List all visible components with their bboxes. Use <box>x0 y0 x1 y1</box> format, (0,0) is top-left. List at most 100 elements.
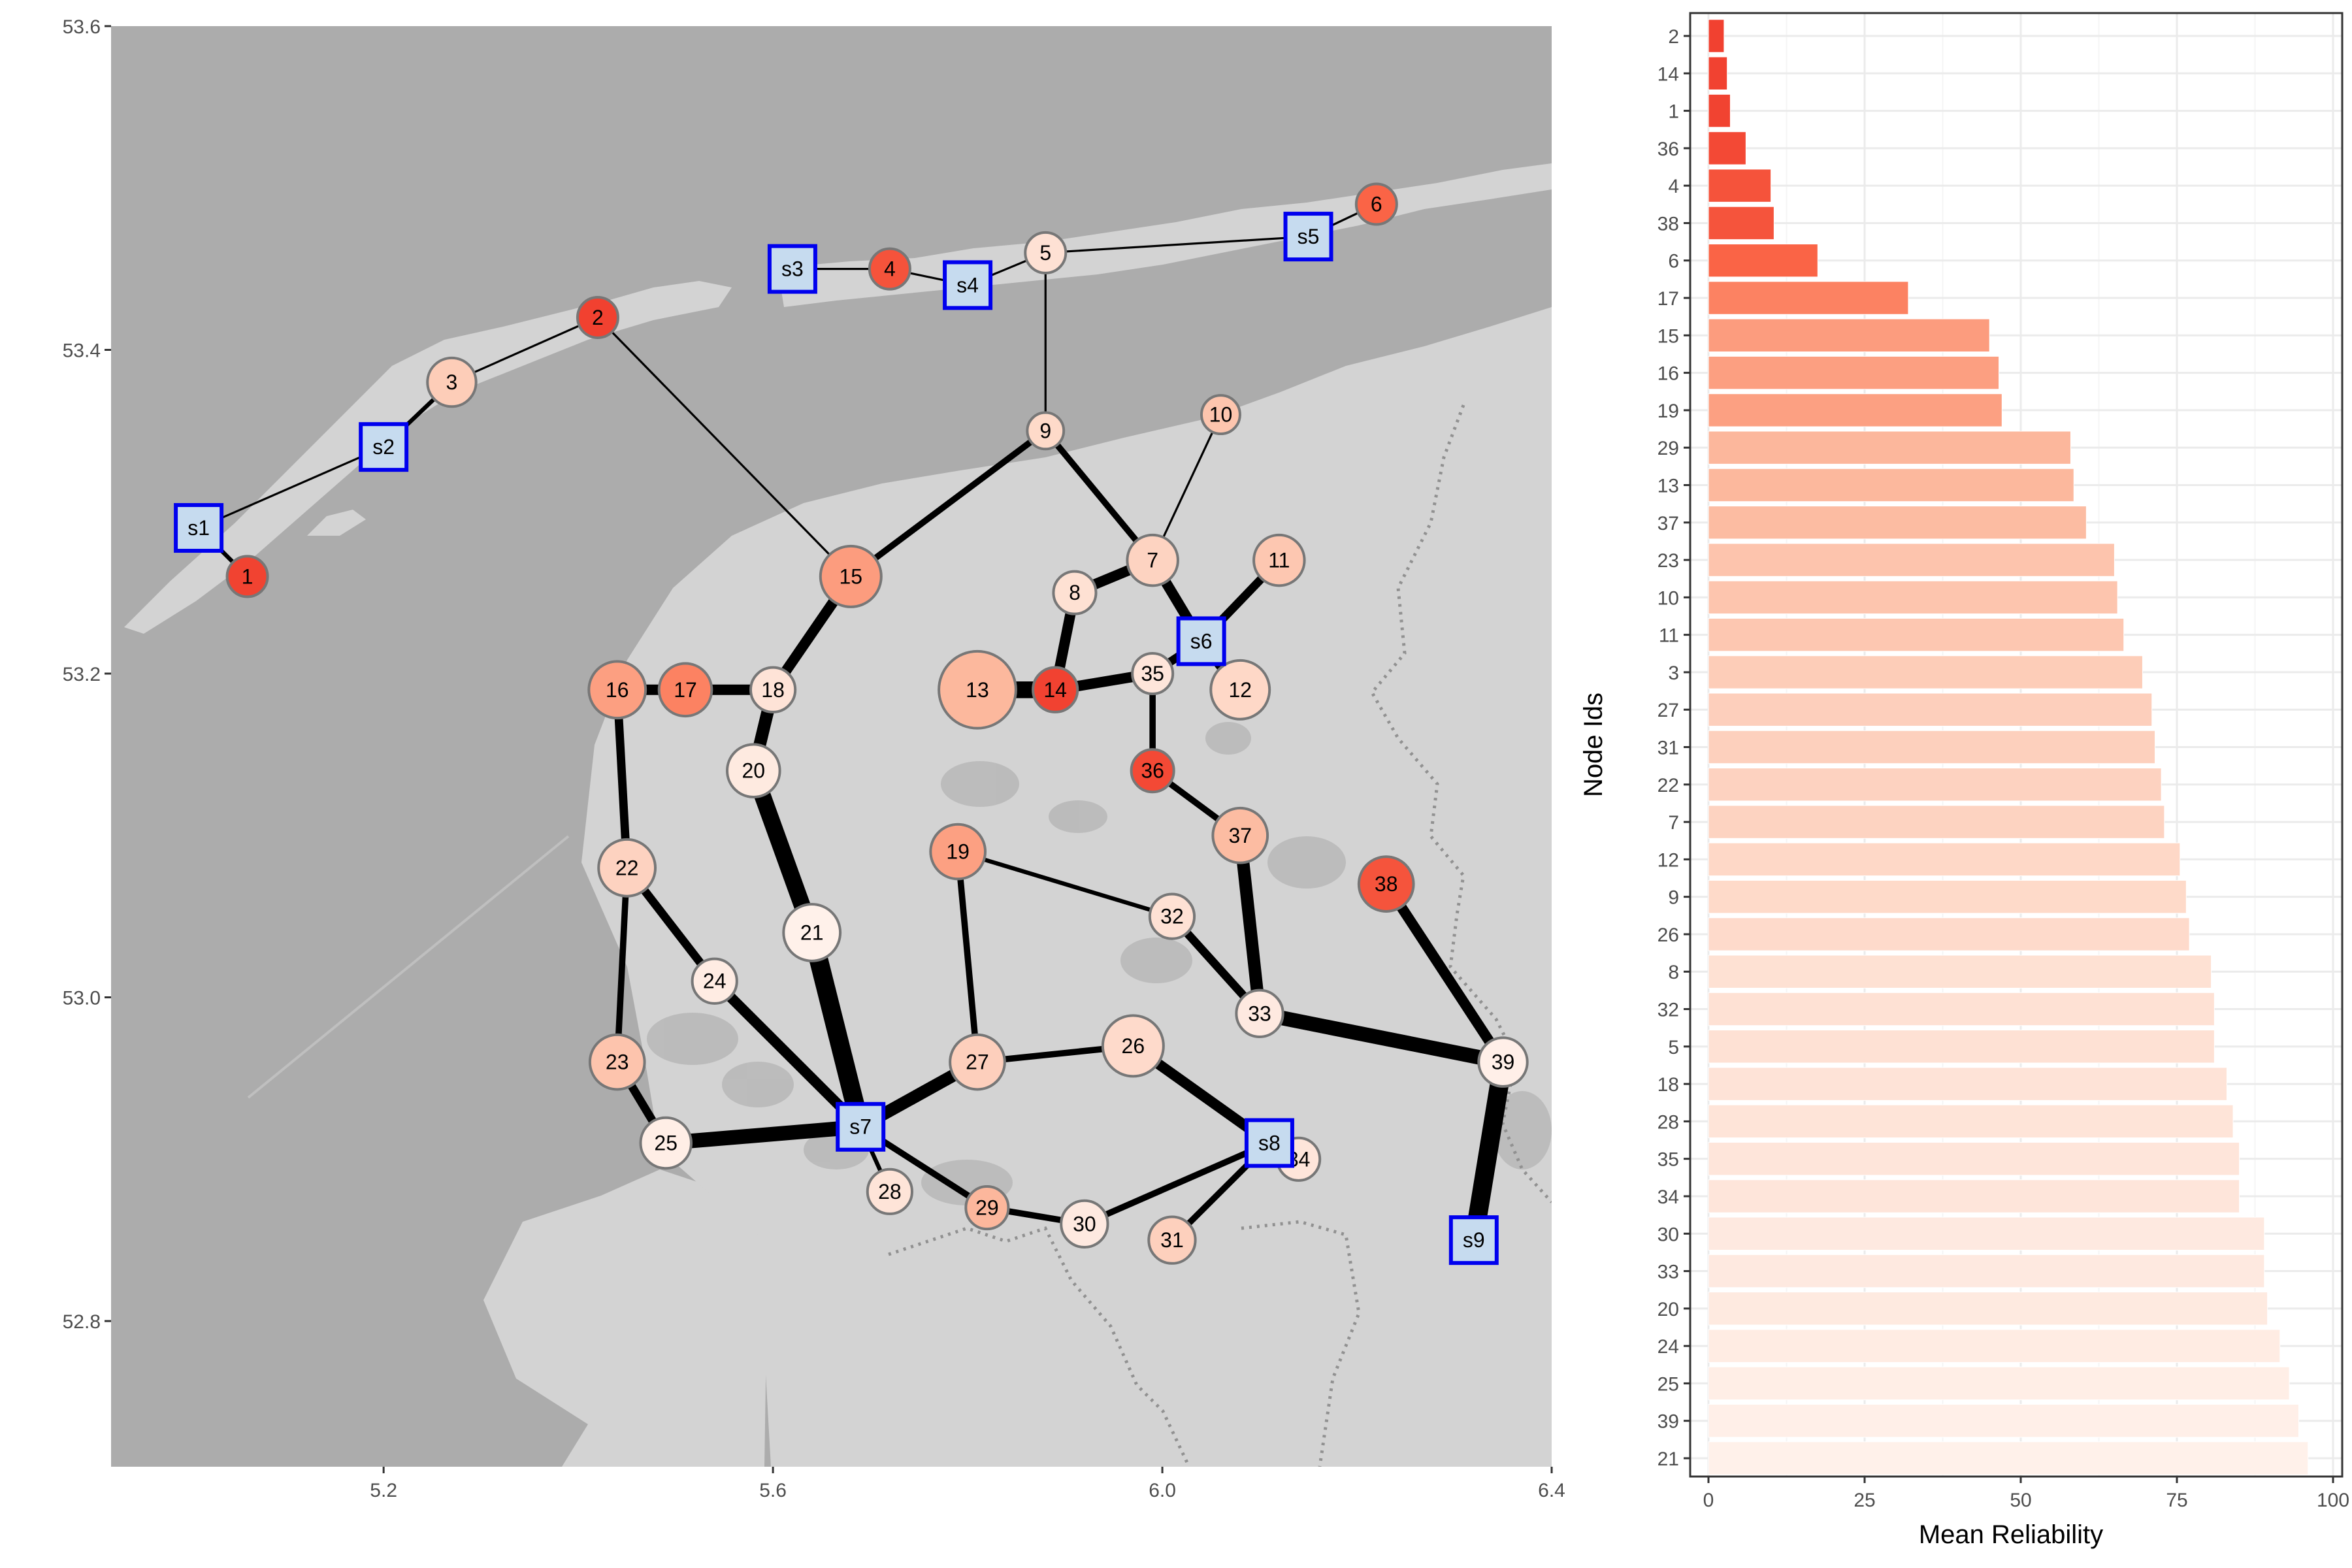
bar-panel-border <box>1689 12 2344 1478</box>
bar-y-axis-title: Node Ids <box>1579 693 1608 797</box>
bar-38 <box>1708 206 1774 240</box>
bar-y-tick-label: 24 <box>1658 1336 1679 1358</box>
bar-y-tick-label: 30 <box>1658 1224 1679 1245</box>
node-label: 17 <box>674 678 697 702</box>
bar-y-tick-label: 28 <box>1658 1111 1679 1133</box>
edge-5-s5 <box>1045 235 1309 254</box>
bar-x-tick-label: 100 <box>2317 1490 2349 1511</box>
station-s7: s7 <box>836 1102 886 1152</box>
node-marker <box>866 1168 913 1215</box>
bar-31 <box>1708 730 2156 764</box>
bar-y-tick-label: 11 <box>1659 625 1679 647</box>
bar-y-tick-label: 12 <box>1658 849 1679 871</box>
node-marker <box>225 555 269 598</box>
bar-28 <box>1708 1104 2234 1139</box>
bar-y-tick-label: 19 <box>1658 400 1679 422</box>
node-label: 6 <box>1371 193 1382 216</box>
edge-s1-s2 <box>198 446 384 529</box>
bar-36 <box>1708 131 1746 165</box>
bar-y-tick-label: 27 <box>1658 700 1679 721</box>
node-label: s1 <box>188 516 210 540</box>
node-label: 24 <box>703 970 727 993</box>
node-label: 14 <box>1043 678 1067 702</box>
station-marker <box>1448 1215 1499 1266</box>
node-label: 13 <box>966 678 989 702</box>
node-5: 5 <box>1024 231 1068 274</box>
node-marker <box>588 1033 646 1091</box>
node-marker <box>868 247 911 291</box>
node-label: 21 <box>800 921 824 944</box>
bar-12 <box>1708 842 2181 877</box>
map-x-tick-label: 6.0 <box>1149 1480 1176 1501</box>
node-marker <box>587 660 647 720</box>
bar-15 <box>1708 318 1990 353</box>
node-label: 16 <box>606 678 629 702</box>
node-33: 33 <box>1235 988 1284 1038</box>
edge-19-32 <box>957 849 1173 919</box>
node-label: s9 <box>1463 1228 1485 1252</box>
station-s3: s3 <box>767 244 817 294</box>
bar-panel: 2 14 1 36 4 38 6 17 15 16 19 29 13 37 23 10 11 3 27 31 22 7 12… <box>1579 12 2349 1549</box>
bar-x-tick-label: 25 <box>1854 1490 1875 1511</box>
bar-y-tick-label: 16 <box>1658 363 1679 385</box>
node-label: 9 <box>1039 419 1051 442</box>
node-label: 28 <box>878 1180 902 1203</box>
node-marker <box>1147 1215 1197 1265</box>
node-marker <box>749 666 797 713</box>
node-label: 29 <box>975 1196 999 1220</box>
node-label: 37 <box>1228 824 1252 847</box>
node-marker <box>1357 855 1415 913</box>
node-marker <box>1200 394 1241 436</box>
node-16: 16 <box>587 660 647 720</box>
node-marker <box>819 544 883 608</box>
node-label: 3 <box>446 370 458 394</box>
node-27: 27 <box>949 1033 1006 1091</box>
node-38: 38 <box>1357 855 1415 913</box>
node-label: 8 <box>1069 581 1081 604</box>
node-1: 1 <box>225 555 269 598</box>
map-x-tick-label: 6.4 <box>1538 1480 1565 1501</box>
bar-22 <box>1708 768 2162 802</box>
bar-8 <box>1708 955 2212 988</box>
node-label: s3 <box>781 257 804 281</box>
node-label: 23 <box>606 1051 629 1074</box>
node-marker <box>1148 892 1196 940</box>
bar-y-tick-label: 39 <box>1658 1411 1679 1433</box>
node-label: 33 <box>1248 1002 1271 1025</box>
edge-25-s7 <box>665 1119 862 1151</box>
edge-22-23 <box>613 868 630 1062</box>
station-s9: s9 <box>1448 1215 1499 1266</box>
bar-39 <box>1708 1404 2299 1438</box>
bar-y-tick-label: 32 <box>1658 1000 1679 1021</box>
island-schiermonnikoog <box>307 510 366 536</box>
bar-y-tick-label: 4 <box>1668 176 1679 197</box>
node-label: 38 <box>1375 872 1398 896</box>
bar-x-axis: 0 25 50 75 100 <box>1703 1477 2349 1511</box>
node-label: s6 <box>1190 629 1213 653</box>
node-31: 31 <box>1147 1215 1197 1265</box>
node-marker <box>639 1116 693 1170</box>
node-label: 39 <box>1492 1051 1515 1074</box>
node-label: 5 <box>1039 241 1051 265</box>
bar-25 <box>1708 1366 2290 1401</box>
node-label: 12 <box>1228 678 1252 702</box>
edge-16-22 <box>613 689 632 868</box>
node-label: s4 <box>956 273 979 297</box>
bar-y-tick-label: 3 <box>1668 662 1679 684</box>
node-marker <box>1235 988 1284 1038</box>
node-20: 20 <box>726 743 781 798</box>
node-label: 36 <box>1141 759 1164 783</box>
node-12: 12 <box>1209 659 1271 721</box>
bar-y-tick-label: 5 <box>1668 1037 1679 1058</box>
node-36: 36 <box>1130 748 1175 794</box>
bar-18 <box>1708 1067 2227 1101</box>
node-35: 35 <box>1131 652 1175 696</box>
node-marker <box>782 903 842 962</box>
bar-33 <box>1708 1254 2265 1288</box>
bar-2 <box>1708 19 1725 53</box>
bar-7 <box>1708 805 2165 839</box>
station-marker <box>1283 212 1333 262</box>
node-14: 14 <box>1032 666 1079 713</box>
node-marker <box>1052 570 1098 615</box>
